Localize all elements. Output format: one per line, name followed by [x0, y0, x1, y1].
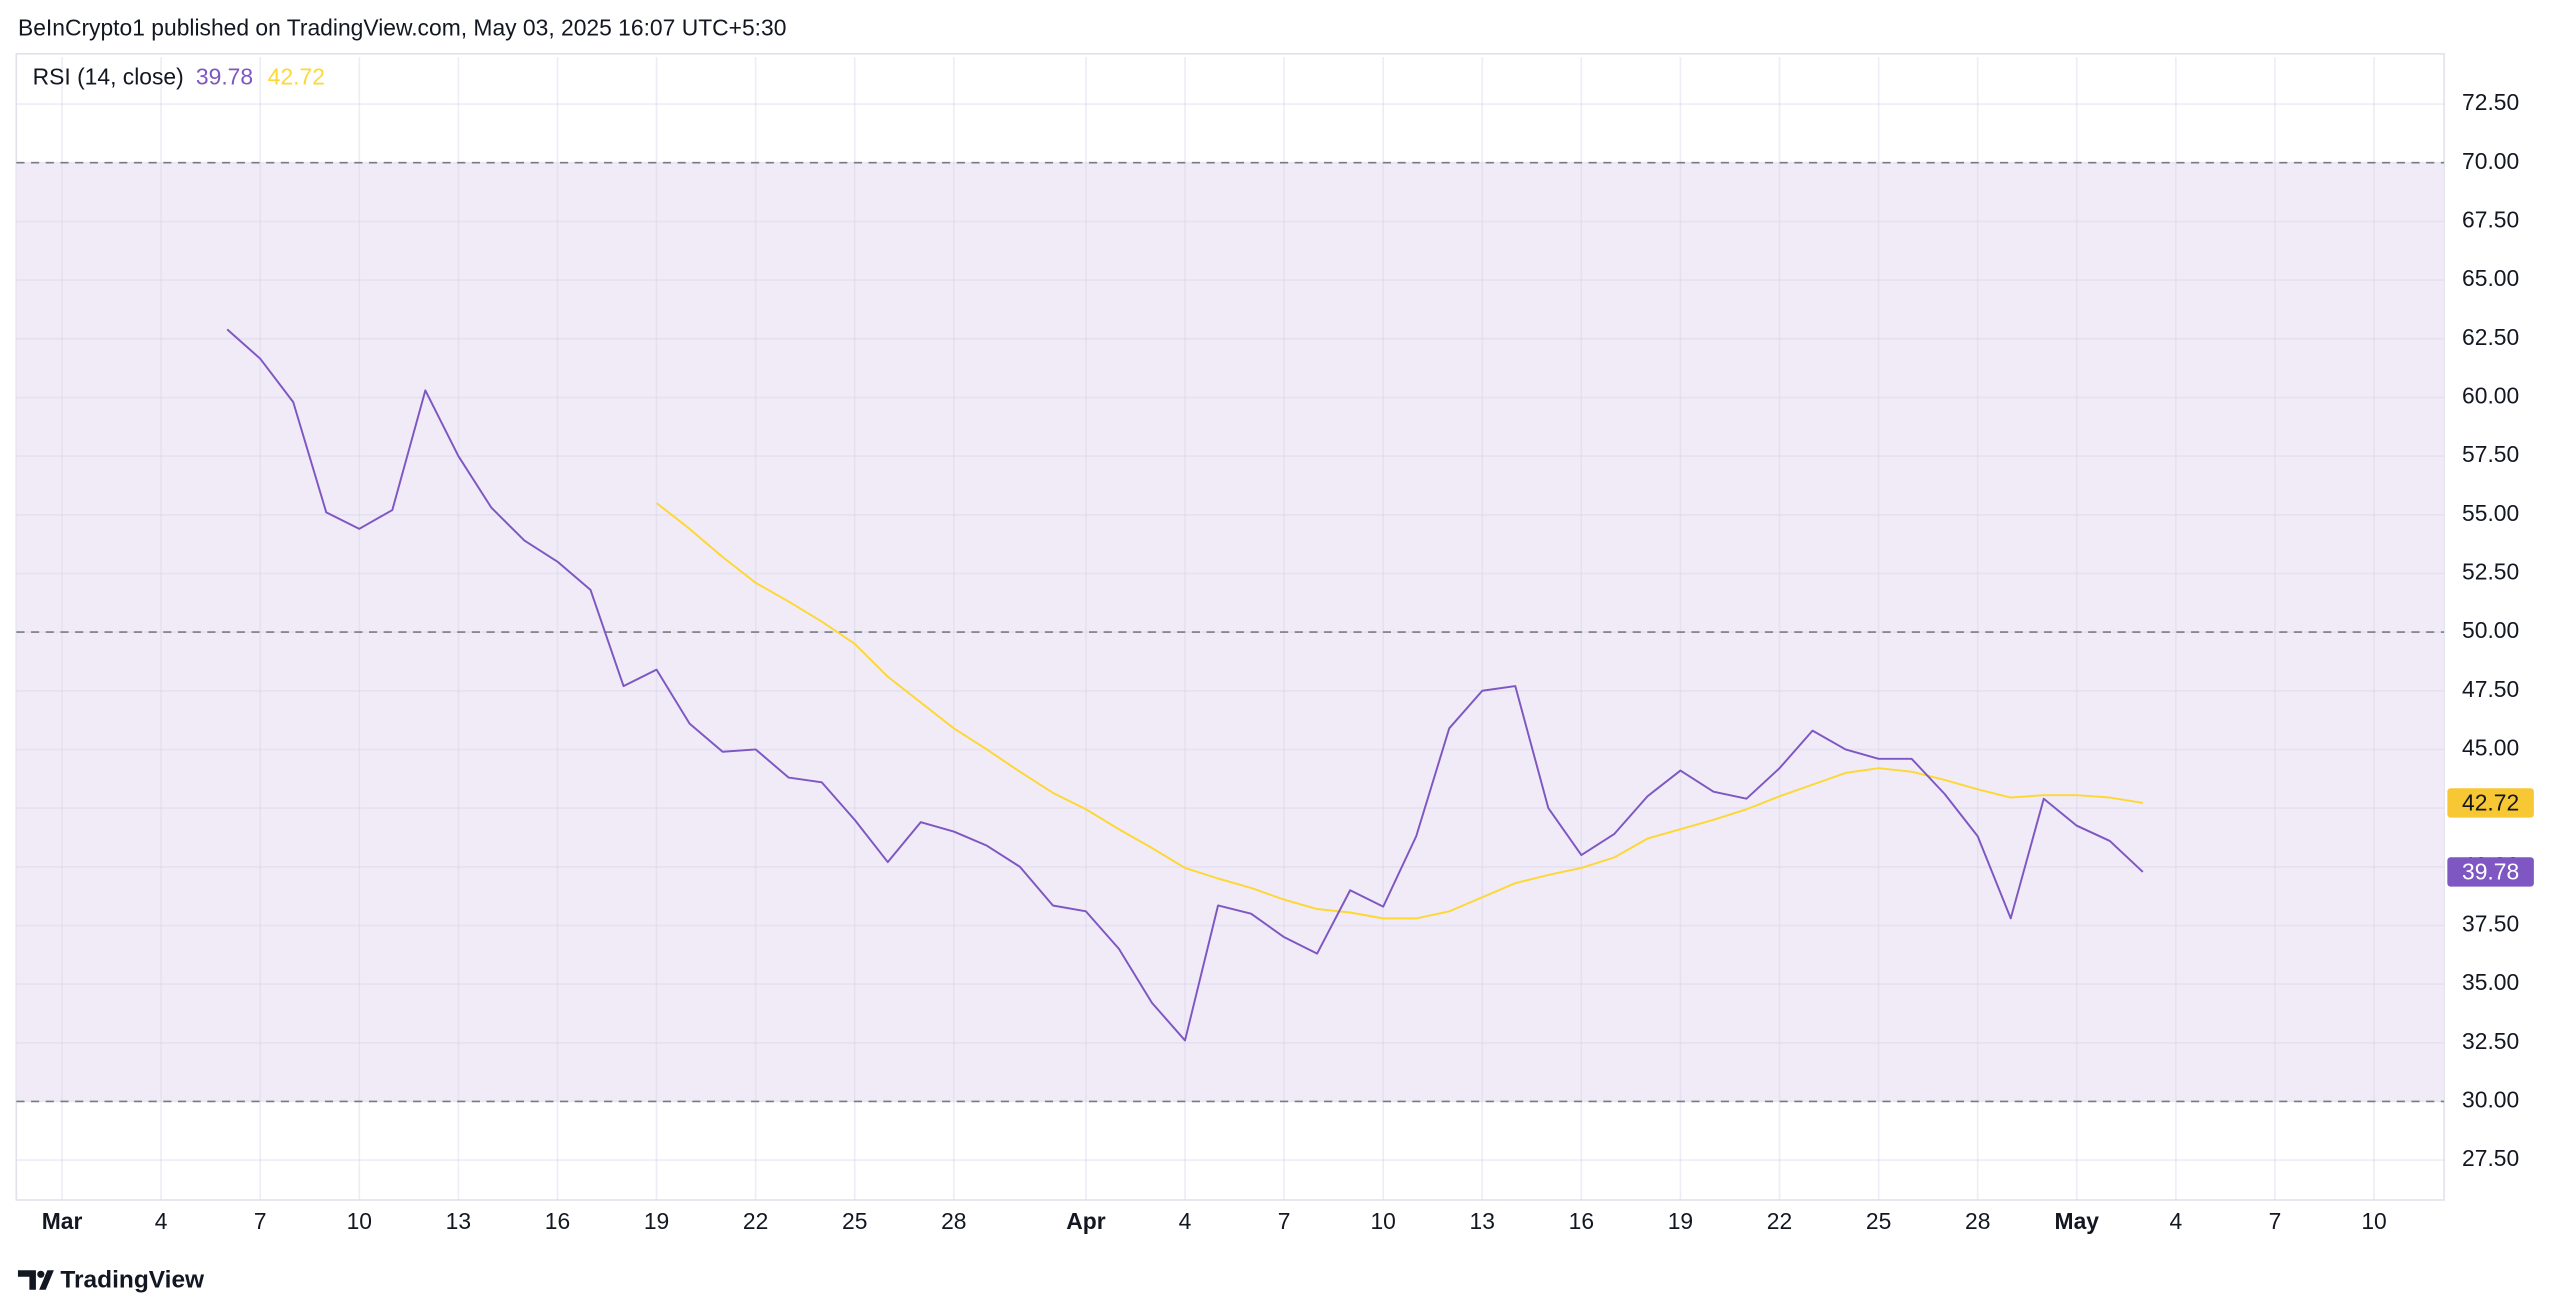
x-tick-label: 13 [446, 1208, 471, 1234]
x-tick-label: 10 [1370, 1208, 1395, 1234]
x-tick-label: 28 [941, 1208, 966, 1234]
x-tick-label: 7 [254, 1208, 267, 1234]
x-tick-label: 28 [1965, 1208, 1990, 1234]
series-line [655, 502, 2143, 920]
y-tick-label: 70.00 [2462, 148, 2519, 174]
x-tick-label: 4 [2170, 1208, 2183, 1234]
x-tick-label: Apr [1066, 1208, 1105, 1234]
x-tick-label: 7 [2269, 1208, 2282, 1234]
x-tick-label: 10 [347, 1208, 372, 1234]
legend-value: 39.78 [196, 63, 253, 89]
y-tick-label: 27.50 [2462, 1145, 2519, 1171]
brand: TradingView [60, 1266, 205, 1293]
y-tick-label: 50.00 [2462, 617, 2519, 643]
x-tick-label: Mar [42, 1208, 83, 1234]
series-line [226, 328, 2144, 1042]
x-tick-label: 25 [842, 1208, 867, 1234]
y-tick-label: 57.50 [2462, 441, 2519, 467]
x-tick-label: 7 [1278, 1208, 1291, 1234]
x-tick-label: 13 [1470, 1208, 1495, 1234]
y-tick-label: 60.00 [2462, 382, 2519, 408]
y-tick-label: 30.00 [2462, 1086, 2519, 1112]
plot [16, 57, 2445, 1201]
x-tick-label: 25 [1866, 1208, 1891, 1234]
y-tick-label: 45.00 [2462, 734, 2519, 760]
y-tick-label: 62.50 [2462, 324, 2519, 350]
header: BeInCrypto1 published on TradingView.com… [18, 14, 786, 40]
last-value-label: 42.72 [2462, 790, 2519, 816]
x-tick-label: 19 [1668, 1208, 1693, 1234]
y-tick-label: 52.50 [2462, 558, 2519, 584]
x-tick-label: 4 [155, 1208, 168, 1234]
logo [17, 1270, 54, 1290]
x-tick-label: 22 [1767, 1208, 1792, 1234]
x-tick-label: 4 [1179, 1208, 1192, 1234]
x-tick-label: 22 [743, 1208, 768, 1234]
last-value-label: 39.78 [2462, 859, 2519, 885]
y-tick-label: 32.50 [2462, 1028, 2519, 1054]
x-tick-label: 19 [644, 1208, 669, 1234]
x-tick-label: 10 [2361, 1208, 2386, 1234]
y-tick-label: 55.00 [2462, 500, 2519, 526]
chart-title: RSI (14, close) [33, 63, 184, 89]
y-tick-label: 37.50 [2462, 910, 2519, 936]
x-tick-label: 16 [545, 1208, 570, 1234]
y-tick-label: 72.50 [2462, 89, 2519, 115]
x-tick-label: 16 [1569, 1208, 1594, 1234]
legend-value: 42.72 [268, 63, 325, 89]
last-value-badge [2447, 857, 2534, 887]
y-tick-label: 65.00 [2462, 265, 2519, 291]
x-tick-label: May [2055, 1208, 2100, 1234]
last-value-badge [2447, 788, 2534, 818]
y-tick-label: 47.50 [2462, 676, 2519, 702]
y-tick-label: 67.50 [2462, 206, 2519, 232]
y-tick-label: 35.00 [2462, 969, 2519, 995]
